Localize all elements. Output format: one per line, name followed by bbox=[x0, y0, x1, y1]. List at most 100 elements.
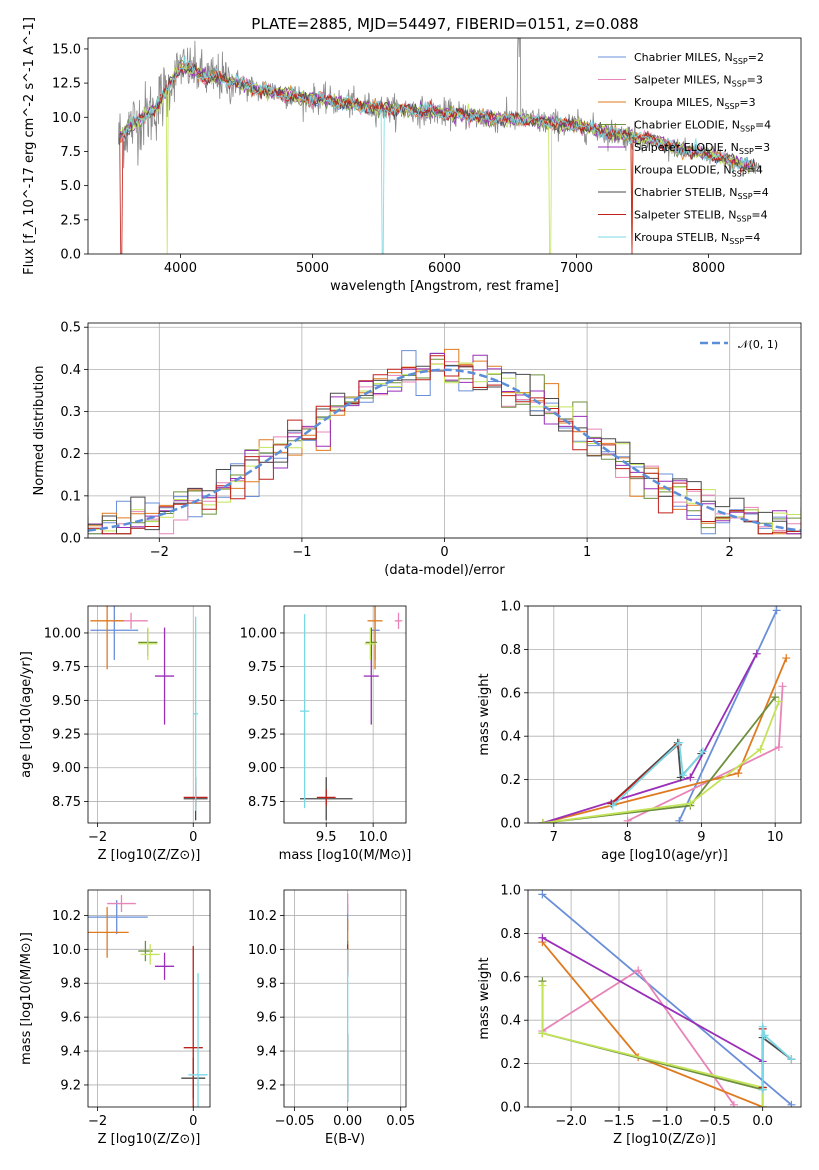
plus-marker bbox=[787, 1055, 796, 1064]
plus-marker bbox=[538, 890, 547, 899]
mass-weight-line bbox=[541, 936, 764, 1063]
plus-marker bbox=[756, 745, 765, 754]
errorbar-point bbox=[88, 906, 129, 958]
y-tick-label: 15.0 bbox=[52, 42, 81, 57]
errorbar-point bbox=[154, 627, 175, 725]
y-tick-label: 10.00 bbox=[44, 626, 81, 641]
y-tick-label: 0.2 bbox=[500, 1057, 521, 1072]
y-tick-label: 2.5 bbox=[60, 213, 81, 228]
mass-weight-line bbox=[612, 740, 704, 807]
x-tick-label: 7 bbox=[550, 830, 558, 845]
legend-entry: Salpeter ELODIE, NSSP=3 bbox=[634, 141, 770, 156]
histogram-series bbox=[88, 355, 801, 535]
plus-marker bbox=[678, 771, 687, 780]
panel-residuals: −2 −1 0 1 2 0.0 0.1 0.2 0.3 0.4 0.5 (data-model)/er… bbox=[32, 321, 802, 578]
y-tick-label: 9.6 bbox=[60, 1011, 81, 1026]
x-axis-label: Z [log10(Z/Z⊙)] bbox=[98, 848, 201, 863]
mass-weight-line bbox=[541, 985, 764, 1107]
y-tick-label: 9.00 bbox=[248, 761, 277, 776]
plus-marker bbox=[623, 816, 632, 823]
axes-frame bbox=[283, 889, 407, 1108]
y-tick-label: 9.8 bbox=[60, 977, 81, 992]
legend-entry-subscript: SSP bbox=[729, 237, 744, 246]
plus-marker bbox=[774, 743, 783, 752]
legend-entry-subscript: SSP bbox=[739, 147, 754, 156]
x-tick-label: −0.5 bbox=[699, 1114, 731, 1129]
legend-entry-main: Kroupa STELIB, N bbox=[634, 231, 729, 244]
y-tick-label: 9.75 bbox=[248, 660, 277, 675]
x-axis-label: age [log10(age/yr)] bbox=[601, 848, 728, 863]
legend-entry-main: Salpeter STELIB, N bbox=[634, 209, 736, 222]
plus-marker bbox=[752, 649, 761, 658]
legend-entry: Chabrier ELODIE, NSSP=4 bbox=[634, 119, 771, 134]
y-axis-label: Normed distribution bbox=[32, 366, 47, 496]
x-tick-label: −0.05 bbox=[275, 1114, 315, 1129]
errorbar-point bbox=[367, 606, 383, 670]
x-tick-label: 1 bbox=[583, 545, 591, 560]
y-tick-label: 0.2 bbox=[60, 447, 81, 462]
x-tick-label: −1.0 bbox=[651, 1114, 683, 1129]
y-tick-label: 0.0 bbox=[60, 532, 81, 547]
plot-area bbox=[88, 348, 801, 535]
y-tick-label: 0.8 bbox=[500, 927, 521, 942]
axes-frame bbox=[87, 889, 211, 1108]
mass-weight-line bbox=[542, 701, 780, 823]
plus-marker bbox=[675, 738, 684, 747]
legend-entry-tail: =3 bbox=[739, 96, 755, 109]
errorbar-point bbox=[394, 612, 403, 629]
errorbar-point bbox=[188, 973, 208, 1107]
legend-entry-main: Chabrier STELIB, N bbox=[634, 186, 738, 199]
y-tick-label: 10.00 bbox=[240, 626, 277, 641]
x-tick-label: 10.0 bbox=[359, 830, 388, 845]
y-tick-label: 9.6 bbox=[256, 1011, 277, 1026]
x-tick-label: 9 bbox=[697, 830, 705, 845]
plus-marker bbox=[787, 1100, 796, 1107]
y-tick-label: 0.8 bbox=[500, 643, 521, 658]
y-tick-label: 0.4 bbox=[60, 363, 81, 378]
plus-marker bbox=[538, 1029, 547, 1038]
y-tick-label: 10.0 bbox=[248, 943, 277, 958]
errorbar-point bbox=[193, 616, 199, 811]
y-tick-label: 0.0 bbox=[60, 248, 81, 263]
panel-mass_weight_vs_Z: −2.0 −1.5 −1.0 −0.5 0.0 0.0 0.2 0.4 0.6 0.8 1.0 Z [… bbox=[477, 884, 802, 1147]
x-tick-label: −2.0 bbox=[555, 1114, 587, 1129]
x-tick-label: −1.5 bbox=[603, 1114, 635, 1129]
y-tick-label: 1.0 bbox=[500, 884, 521, 899]
y-tick-label: 9.50 bbox=[248, 694, 277, 709]
plus-marker bbox=[686, 773, 695, 782]
legend-entry-tail: =3 bbox=[754, 141, 770, 154]
plus-marker bbox=[772, 606, 781, 615]
panel-mass_weight_vs_age: 7 8 9 10 0.0 0.2 0.4 0.6 0.8 1.0 age [log10(age/yr… bbox=[477, 600, 802, 863]
plus-marker bbox=[675, 816, 684, 823]
legend-entry: Salpeter STELIB, NSSP=4 bbox=[634, 209, 768, 224]
y-tick-label: 0.3 bbox=[60, 405, 81, 420]
panels-layer: 4000 5000 6000 7000 80000.02.55.07.510.012.5… bbox=[19, 17, 802, 1147]
plus-marker bbox=[538, 819, 547, 823]
x-tick-label: 9.5 bbox=[316, 830, 337, 845]
y-tick-label: 9.8 bbox=[256, 977, 277, 992]
panel-spectrum: 4000 5000 6000 7000 8000 0.0 2.5 5.0 7.5 10.0 12.5… bbox=[22, 17, 802, 294]
normal-curve bbox=[88, 368, 801, 532]
legend-entry-subscript: SSP bbox=[724, 102, 739, 111]
plus-marker bbox=[758, 1085, 767, 1094]
y-tick-label: 0.0 bbox=[500, 1101, 521, 1116]
y-tick-label: 0.0 bbox=[500, 817, 521, 832]
y-axis-label: age [log10(age/yr)] bbox=[19, 651, 34, 778]
y-tick-label: 0.4 bbox=[500, 730, 521, 745]
plus-marker bbox=[538, 981, 547, 990]
x-tick-label: 0.00 bbox=[333, 1114, 362, 1129]
spectrum-model-line bbox=[119, 60, 755, 254]
x-tick-label: 0 bbox=[189, 1114, 197, 1129]
legend-entry-subscript: SSP bbox=[732, 80, 747, 89]
legend-entry: 𝒩(0, 1) bbox=[738, 338, 778, 351]
errorbar-point bbox=[183, 945, 203, 1107]
y-tick-label: 0.2 bbox=[500, 773, 521, 788]
legend-entry-tail: =4 bbox=[747, 164, 763, 177]
mass-weight-line bbox=[761, 1035, 792, 1088]
legend-entry-subscript: SSP bbox=[733, 57, 748, 66]
y-axis-label: mass weight bbox=[477, 957, 492, 1039]
plot-area bbox=[118, 38, 762, 254]
plus-marker bbox=[782, 654, 791, 663]
y-tick-label: 0.6 bbox=[500, 970, 521, 985]
